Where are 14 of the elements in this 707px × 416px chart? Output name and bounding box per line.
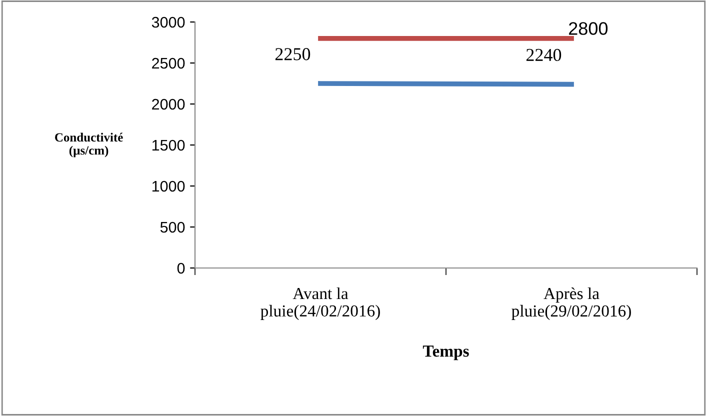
x-tick-label: Avant la pluie(24/02/2016) (260, 287, 380, 320)
y-tick-label: 2500 (152, 58, 185, 69)
x-axis-title: Temps (422, 346, 469, 360)
data-label: 2800 (568, 22, 608, 35)
data-label: 2250 (275, 48, 310, 60)
y-tick-label: 3000 (152, 16, 185, 28)
y-tick-label: 500 (160, 222, 185, 233)
y-tick-label: 2000 (152, 98, 185, 110)
y-tick-label: 1500 (152, 140, 185, 151)
y-axis-title: Conductivité (µs/cm) (55, 132, 123, 158)
y-tick-label: 1000 (152, 180, 185, 192)
y-tick-label: 0 (177, 262, 185, 274)
data-label: 2240 (526, 48, 562, 62)
x-tick-label: Après la pluie(29/02/2016) (512, 287, 631, 320)
